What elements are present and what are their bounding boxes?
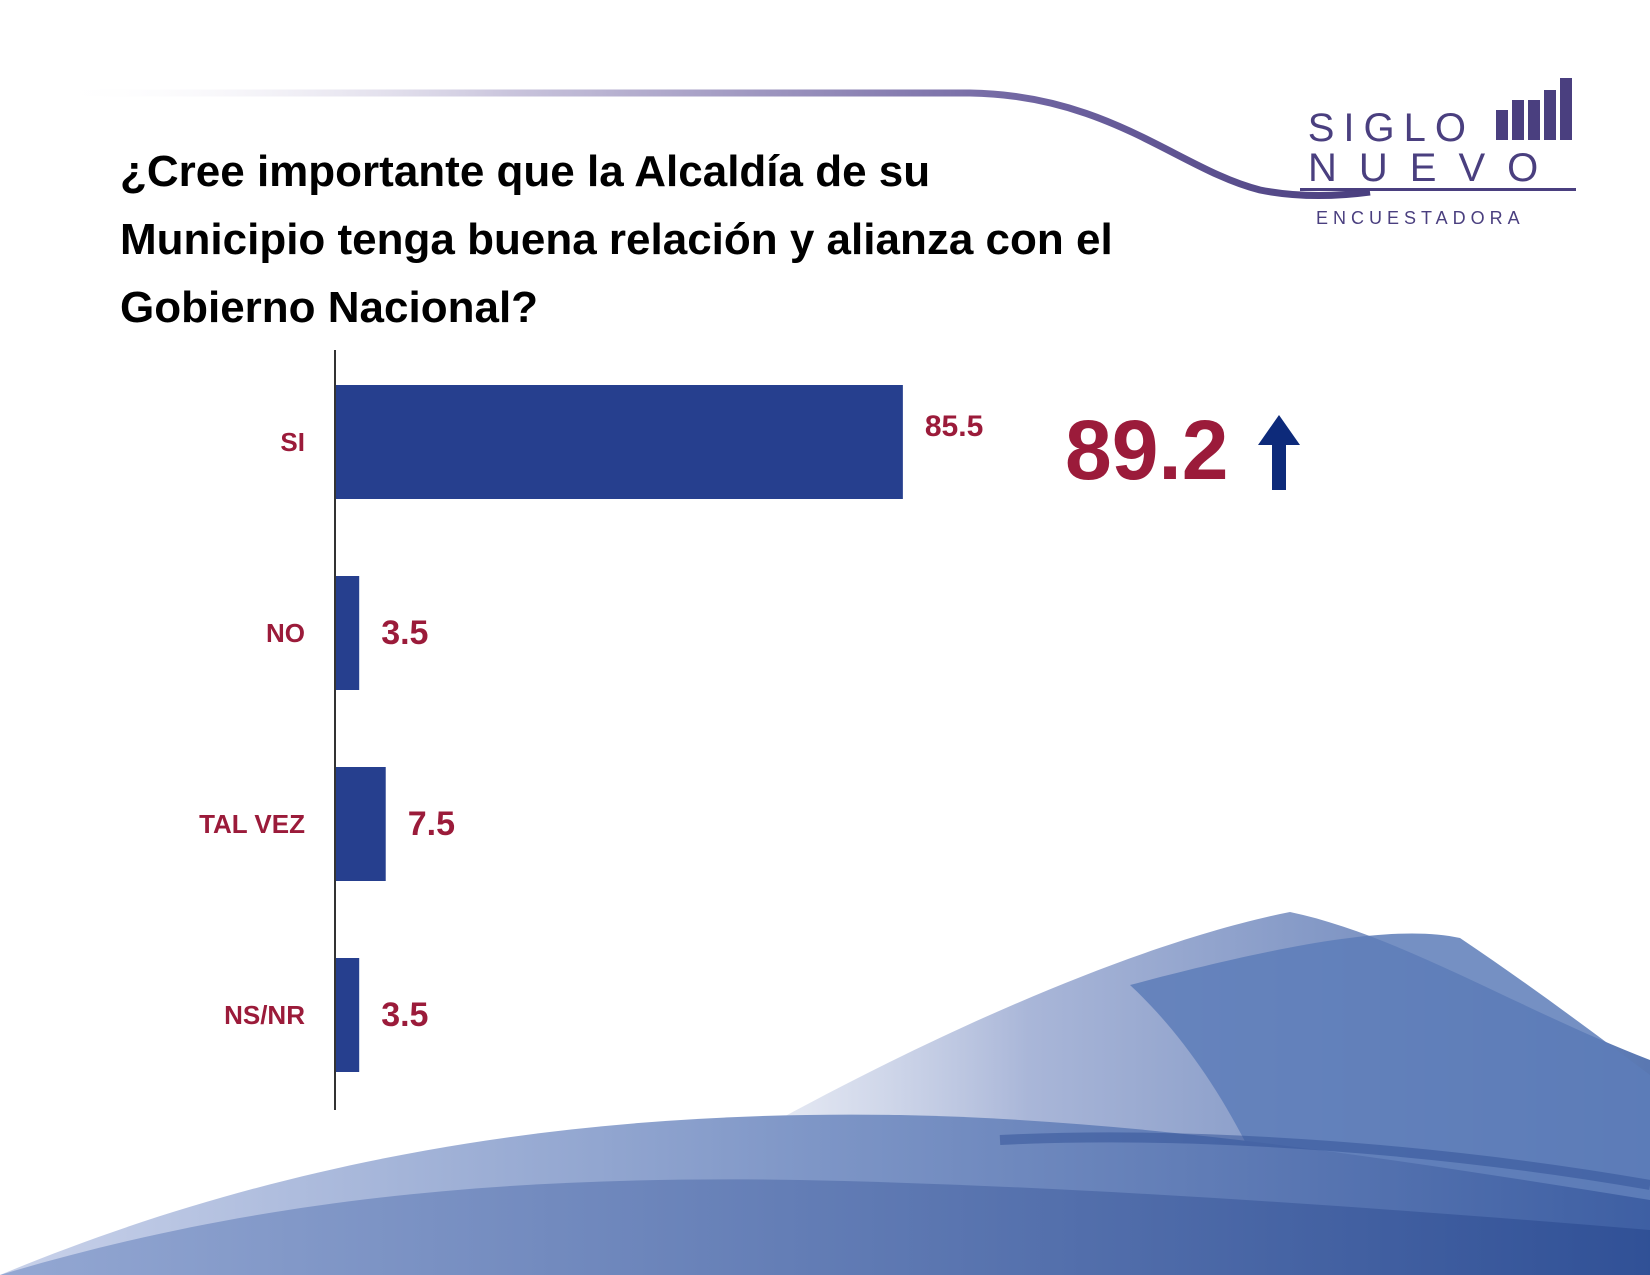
bar: [336, 767, 386, 881]
bar: [336, 958, 360, 1072]
category-label: NO: [266, 618, 305, 648]
siglo-nuevo-logo: SIGLO NUEVO ENCUESTADORA: [1300, 78, 1600, 238]
logo-subtitle: ENCUESTADORA: [1316, 208, 1525, 228]
arrow-up-icon: [1258, 415, 1300, 490]
page-title: ¿Cree importante que la Alcaldía de su M…: [120, 147, 1113, 332]
bar: [336, 576, 360, 690]
category-label: SI: [280, 427, 305, 457]
highlight-value: 89.2: [1065, 403, 1229, 497]
bar-chart-icon: [1496, 78, 1572, 140]
logo-word-siglo: SIGLO: [1307, 106, 1475, 150]
chart-bars: SI 85.5 NO 3.5 TAL VEZ 7.5 NS/NR 3.5: [199, 385, 983, 1072]
value-label: 85.5: [925, 410, 983, 443]
value-label: 3.5: [381, 614, 428, 652]
bar: [336, 385, 903, 499]
value-label: 3.5: [381, 996, 428, 1034]
logo-underline: [1300, 188, 1576, 191]
category-label: NS/NR: [224, 1000, 305, 1030]
value-label: 7.5: [408, 805, 455, 843]
logo-word-nuevo: NUEVO: [1308, 146, 1561, 190]
category-label: TAL VEZ: [199, 809, 305, 839]
